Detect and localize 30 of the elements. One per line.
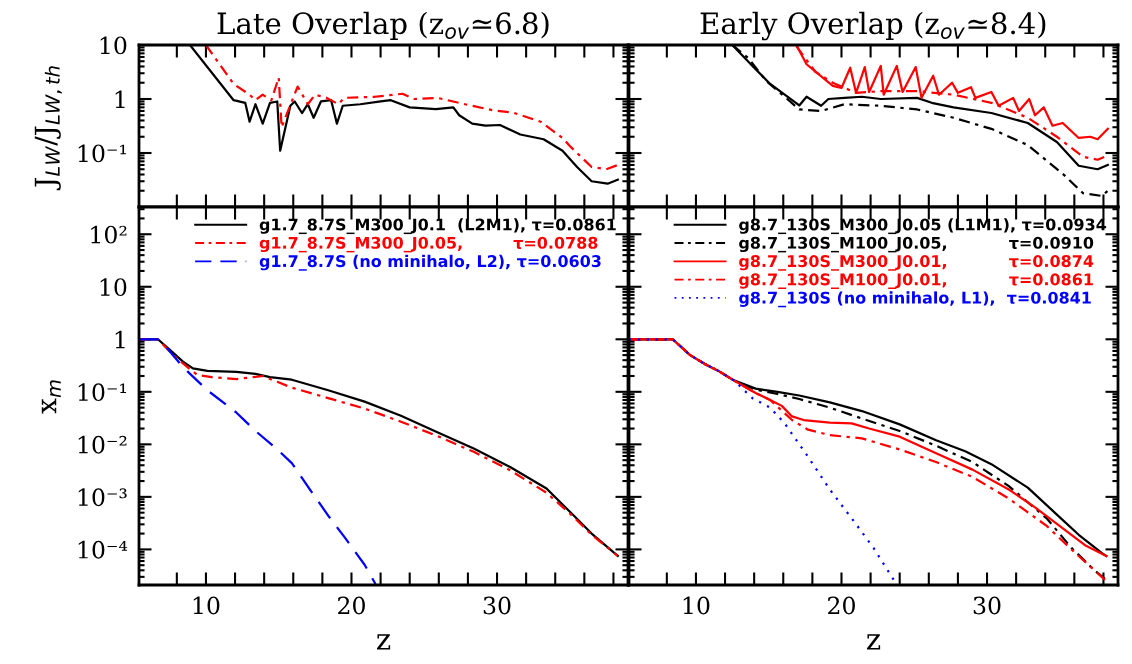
y-axis-title: J$_{LW}$/J$_{LW,th}$ [34, 66, 62, 191]
legend-label: g1.7_8.7S (no minihalo, L2), τ=0.0603 [259, 254, 601, 271]
y-tick-label: 10² [91, 225, 127, 244]
y-tick-label: 10⁻¹ [78, 383, 127, 402]
y-tick-label: 1 [115, 330, 125, 349]
chart-title: Early Overlap (z$_{ov}$≃8.4) [700, 11, 1046, 41]
y-tick-label: 10⁻² [78, 435, 127, 454]
x-axis-title: z [866, 634, 881, 650]
y-tick-label: 10 [100, 278, 127, 297]
x-axis-title: z [376, 634, 391, 650]
legend-label: g1.7_8.7S_M300_J0.05, τ=0.0788 [259, 236, 598, 253]
legend-label: g8.7_130S_M100_J0.05, τ=0.0910 [739, 236, 1094, 253]
legend-label: g8.7_130S (no minihalo, L1), τ=0.0841 [739, 291, 1091, 308]
y-axis-title: x$_{m}$ [41, 380, 61, 414]
x-tick-label: 10 [683, 596, 710, 615]
legend-label: g8.7_130S_M300_J0.05 (L1M1), τ=0.0934 [739, 218, 1107, 235]
y-tick-label: 10⁻³ [78, 488, 127, 507]
y-tick-label: 10 [100, 36, 127, 55]
legend-label: g1.7_8.7S_M300_J0.1 (L2M1), τ=0.0861 [259, 218, 616, 235]
y-tick-label: 1 [115, 90, 125, 108]
y-tick-label: 10⁻¹ [78, 144, 127, 163]
x-tick-label: 30 [483, 596, 511, 615]
legend-label: g8.7_130S_M100_J0.01, τ=0.0861 [739, 273, 1093, 289]
y-tick-label: 10⁻⁴ [78, 540, 128, 559]
chart-title: Late Overlap (z$_{ov}$≃6.8) [217, 11, 549, 40]
legend-label: g8.7_130S_M300_J0.01, τ=0.0874 [739, 255, 1094, 271]
x-tick-label: 30 [973, 596, 1001, 615]
x-tick-label: 10 [193, 596, 220, 615]
x-tick-label: 20 [338, 596, 365, 615]
x-tick-label: 20 [828, 596, 855, 615]
